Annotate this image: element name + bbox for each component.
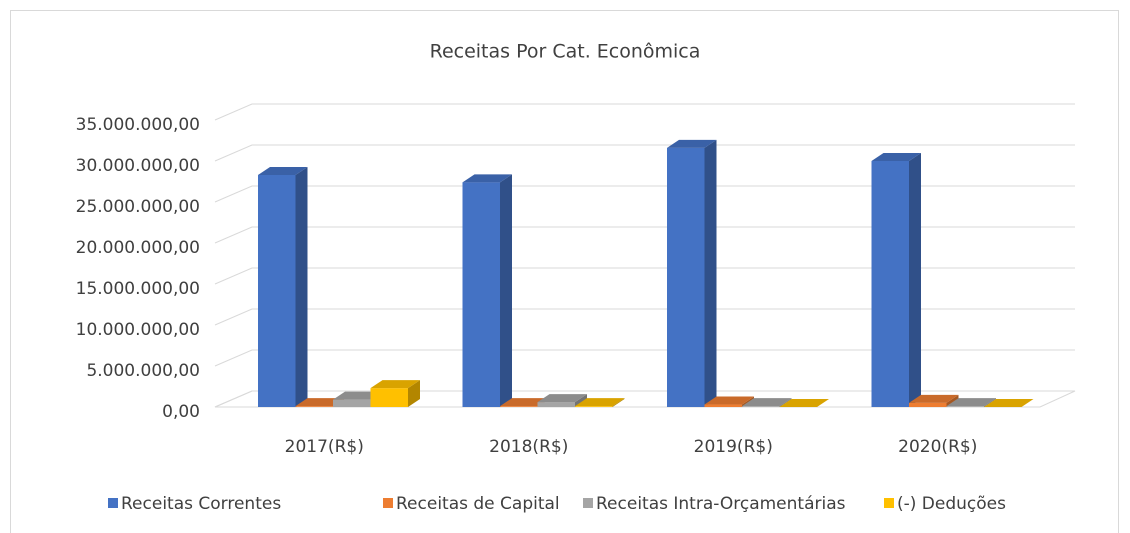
bar-top [704,396,754,405]
legend-swatch [108,498,118,508]
grid-line [214,226,1075,244]
bar-front [742,406,780,407]
bar-top [984,399,1034,407]
bar-top [333,391,383,400]
bar-top [295,398,345,407]
bar-top [946,398,996,407]
bar-front [946,406,984,407]
bar-side [909,153,921,407]
y-tick-label: 30.000.000,00 [76,156,200,176]
bar-side [500,174,512,407]
y-tick-label: 20.000.000,00 [76,238,200,258]
bar [537,394,587,407]
bar-front [909,402,947,407]
x-tick-label: 2018(R$) [489,437,568,457]
bar-top [258,166,308,175]
bar-side [704,139,717,407]
bar-front [575,406,613,407]
bar-side [612,398,625,407]
grid-line [214,349,1075,367]
bar-top [462,174,512,183]
bar-top [909,394,959,403]
bar-top [742,398,792,407]
bar [779,399,829,407]
bar-front [500,406,538,407]
bar-side [575,394,587,407]
chart-title: Receitas Por Cat. Econômica [430,41,701,63]
bar-top [667,139,717,148]
bar-side [408,380,420,407]
bar-side [984,398,996,407]
bar-front [370,388,408,407]
bar-front [333,399,371,407]
bar [946,398,996,407]
bar-side [946,394,959,407]
legend-label: Receitas Intra-Orçamentárias [596,494,846,514]
y-tick-label: 15.000.000,00 [76,279,200,299]
bar-front [258,174,296,407]
bar [984,399,1034,407]
bar-top [779,399,829,407]
bar-top [537,394,587,403]
bar [871,153,921,407]
bar-front [704,404,742,407]
legend-label: Receitas Correntes [121,494,281,514]
bar-top [575,398,625,407]
grid-line [214,390,1075,408]
grid-line [214,144,1075,162]
legend-swatch [884,498,894,508]
bar-side [295,166,308,407]
x-tick-label: 2020(R$) [898,437,977,457]
grid-line [214,308,1075,326]
x-tick-label: 2017(R$) [285,437,364,457]
bar [258,166,308,407]
y-tick-label: 0,00 [162,402,200,422]
legend-label: (-) Deduções [897,494,1006,514]
bar-top [500,398,550,407]
legend-swatch [583,498,593,508]
bar [575,398,625,407]
y-tick-label: 5.000.000,00 [86,361,200,381]
grid-line [214,103,1075,121]
y-tick-label: 10.000.000,00 [76,320,200,340]
legend-label: Receitas de Capital [396,494,560,514]
bar [742,398,792,407]
y-tick-label: 25.000.000,00 [76,197,200,217]
grid-line [214,267,1075,285]
bar [909,394,959,407]
bar-front [462,182,500,407]
chart-border [10,10,1119,533]
bar-front [667,147,705,407]
bar-front [295,406,333,407]
bar-front [871,161,909,407]
bar-side [779,398,792,407]
grid-line [214,185,1075,203]
legend-swatch [383,498,393,508]
bar-top [370,380,420,389]
bar [667,139,717,407]
bar [370,380,420,407]
y-tick-label: 35.000.000,00 [76,115,200,135]
bar-top [871,153,921,161]
bar-front [537,402,575,407]
x-tick-label: 2019(R$) [694,437,773,457]
bar [462,174,512,407]
